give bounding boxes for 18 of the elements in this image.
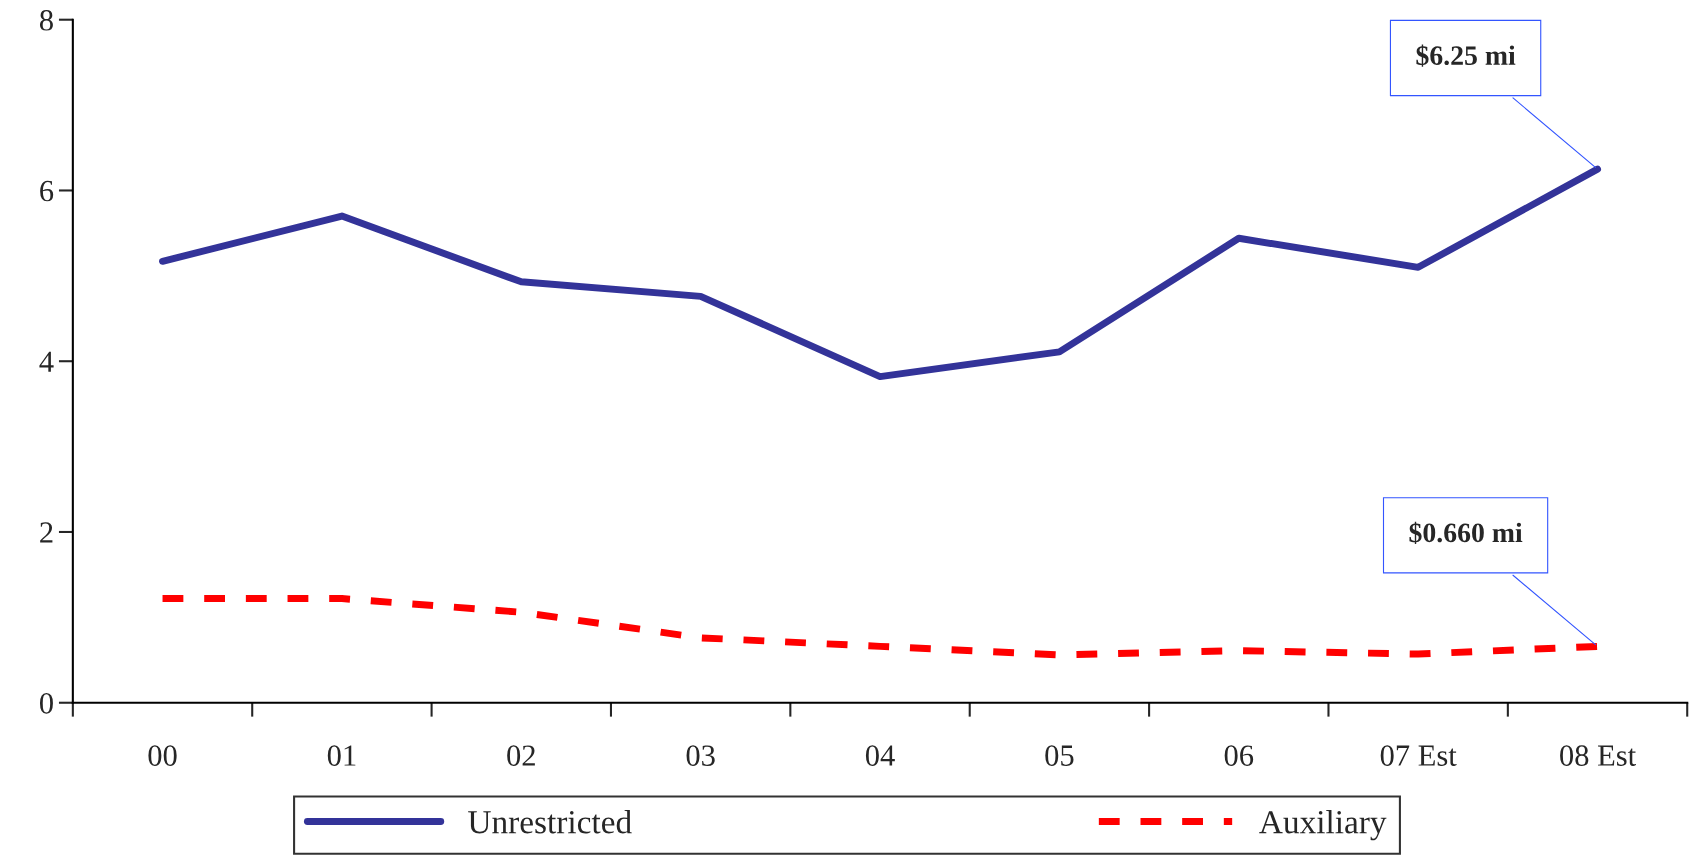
x-tick-label: 03 [686,745,715,766]
x-tick-label: 01 [327,745,356,766]
y-tick-label: 4 [39,351,54,372]
x-tick-label: 04 [865,745,895,766]
annotation: $0.660 mi [1409,521,1523,545]
x-tick-label: 00 [148,745,177,766]
x-tick-label: 07 Est [1380,745,1457,766]
legend-label: Auxiliary [1259,810,1387,841]
annotation: $6.25 mi [1416,44,1516,67]
y-tick-label: 2 [40,522,53,543]
x-tick-label: 06 [1224,745,1254,766]
y-tick-label: 8 [39,9,53,31]
y-tick-label: 6 [40,180,54,202]
x-tick-label: 08 Est [1560,745,1636,766]
x-tick-label: 02 [507,745,535,766]
x-tick-label: 05 [1045,745,1074,766]
y-tick-label: 0 [39,693,53,714]
legend-label: Unrestricted [468,810,632,834]
